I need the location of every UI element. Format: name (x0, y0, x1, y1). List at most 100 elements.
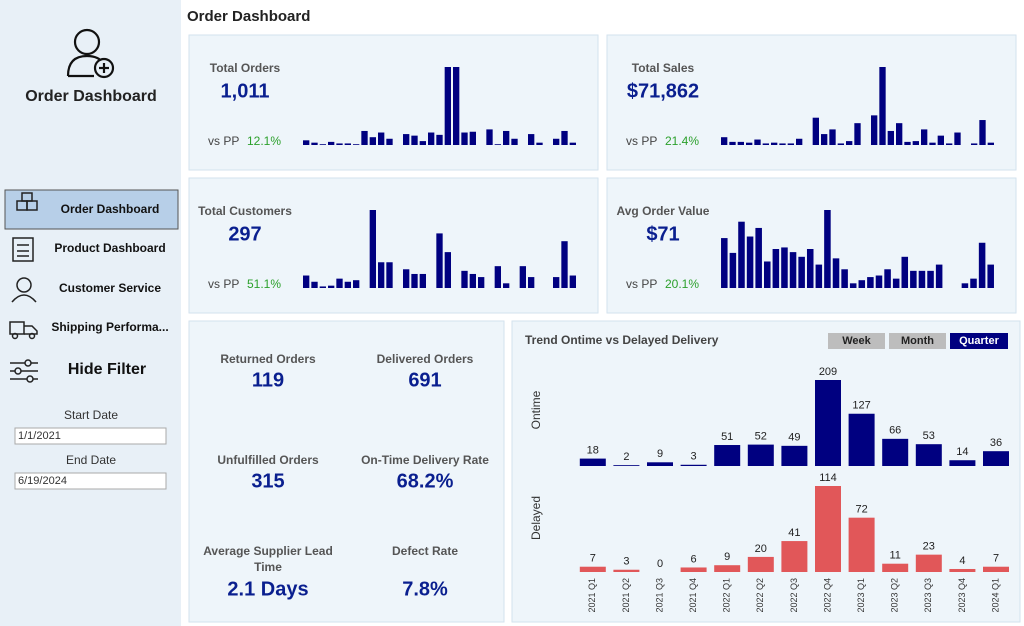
spark-bar (553, 138, 560, 145)
kpi-label: Total Sales (632, 61, 695, 75)
spark-bar (746, 236, 754, 288)
toggle-button[interactable] (828, 333, 885, 349)
hide-filter[interactable]: Hide Filter (68, 361, 146, 378)
metric-label-box: On-Time Delivery Rate (361, 453, 489, 467)
x-tick-label: 2021 Q4 (688, 578, 698, 613)
data-label: 41 (788, 527, 800, 539)
spark-bar (946, 143, 953, 145)
spark-bar (721, 238, 728, 288)
spark-bar (553, 277, 560, 288)
x-tick-label: 2023 Q4 (957, 578, 967, 613)
nav-item[interactable]: Order Dashboard (61, 202, 160, 216)
spark-bar (815, 264, 823, 288)
spark-bar (978, 242, 986, 288)
data-label: 9 (657, 448, 663, 460)
toggle-label[interactable]: Quarter (959, 335, 999, 347)
kpi-card (606, 177, 1017, 314)
kpi-card (188, 177, 599, 314)
nav-item[interactable]: Shipping Performa... (51, 320, 168, 334)
metric-label: Defect Rate (391, 544, 459, 558)
spark-bar (461, 270, 468, 288)
spark-bar (386, 262, 393, 288)
data-label: 6 (691, 553, 697, 565)
spark-bar (444, 252, 451, 288)
kpi-compare-label: vs PP (208, 134, 239, 148)
date-input[interactable] (14, 427, 167, 445)
spark-bar (461, 132, 468, 145)
spark-bar (901, 256, 909, 288)
spark-bar (528, 277, 535, 288)
spark-bar (910, 270, 917, 288)
spark-bar (419, 273, 426, 288)
metric-value: 2.1 Days (227, 578, 308, 600)
toggle-label[interactable]: Month (901, 335, 934, 347)
spark-bar (837, 143, 844, 145)
kpi-change: 51.1% (247, 277, 281, 291)
data-label: 114 (819, 472, 837, 484)
spark-bar (403, 269, 410, 288)
chart-title: Trend Ontime vs Delayed Delivery (525, 333, 719, 347)
spark-bar (755, 227, 762, 288)
filter-label: End Date (66, 453, 116, 467)
spark-bar (879, 67, 886, 145)
spark-bar (846, 141, 853, 145)
kpi-label: Avg Order Value (617, 204, 710, 218)
spark-bar (361, 130, 368, 145)
spark-bar (311, 281, 318, 288)
spark-bar (336, 278, 343, 288)
toggle-label[interactable]: Week (842, 335, 871, 347)
spark-bar (754, 139, 761, 145)
bar (613, 465, 640, 466)
x-tick-label: 2021 Q1 (587, 578, 597, 613)
nav-item[interactable]: Product Dashboard (54, 241, 165, 255)
metric-label: Unfulfilled Orders (217, 453, 319, 467)
spark-bar (961, 283, 969, 288)
x-tick-label: 2024 Q1 (990, 578, 1000, 613)
metric-label-box: Returned Orders (220, 352, 315, 366)
metric-label-box: Delivered Orders (377, 352, 474, 366)
series-label: Ontime (529, 390, 543, 429)
spark-bar (328, 285, 335, 288)
spark-bar (979, 120, 986, 145)
date-input[interactable] (14, 472, 167, 490)
toggle-button[interactable] (889, 333, 946, 349)
spark-bar (503, 283, 510, 288)
spark-bar (353, 144, 360, 145)
spark-bar (353, 280, 360, 288)
data-label: 7 (590, 553, 596, 565)
bar (747, 556, 774, 572)
spark-bar (436, 134, 443, 145)
spark-bar (738, 221, 745, 288)
spark-bar (729, 252, 737, 288)
bar (815, 486, 841, 572)
spark-bar (319, 144, 326, 145)
data-label: 53 (923, 430, 935, 442)
data-label: 209 (819, 366, 837, 378)
nav-item[interactable]: Customer Service (59, 281, 161, 295)
bar (680, 464, 707, 466)
spark-bar (336, 143, 343, 145)
nav-icons (9, 192, 38, 383)
metric-value: 68.2% (397, 470, 454, 492)
spark-bar (824, 210, 831, 288)
spark-bar (328, 141, 335, 145)
spark-bar (806, 249, 814, 288)
spark-bar (871, 115, 878, 145)
spark-bar (369, 137, 376, 145)
date-value[interactable]: 6/19/2024 (18, 475, 67, 487)
spark-bar (875, 275, 883, 288)
bar (949, 460, 976, 466)
data-label: 9 (724, 551, 730, 563)
x-tick-label: 2022 Q2 (755, 578, 765, 613)
kpi-card (606, 34, 1017, 171)
data-label: 0 (657, 558, 663, 570)
toggle-button[interactable] (950, 333, 1008, 349)
spark-bar (937, 135, 944, 145)
spark-bar (478, 277, 485, 288)
metric-value: 119 (252, 369, 284, 391)
x-tick-label: 2022 Q1 (722, 578, 732, 613)
date-value[interactable]: 1/1/2021 (18, 430, 61, 442)
spark-bar (829, 129, 836, 145)
series-label: Delayed (529, 496, 543, 540)
